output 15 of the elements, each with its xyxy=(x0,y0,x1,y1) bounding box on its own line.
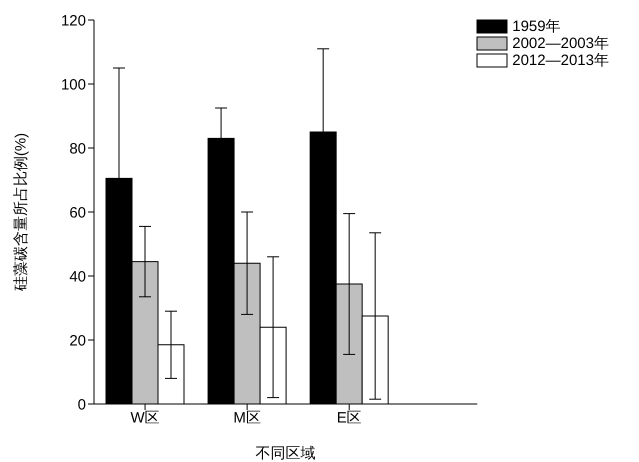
legend-label: 2012—2013年 xyxy=(512,52,609,69)
y-axis-title: 硅藻碳含量所占比例(%) xyxy=(12,132,30,292)
x-tick-label: M区 xyxy=(233,410,261,427)
y-tick-label: 40 xyxy=(69,268,86,286)
legend-label: 2002—2003年 xyxy=(512,35,609,52)
y-tick-label: 60 xyxy=(69,204,86,222)
y-tick-label: 20 xyxy=(69,332,86,350)
legend-label: 1959年 xyxy=(512,18,561,35)
x-tick-label: W区 xyxy=(130,410,160,427)
y-tick-label: 80 xyxy=(69,140,86,158)
y-tick-label: 0 xyxy=(78,396,86,414)
x-tick-label: E区 xyxy=(336,410,362,427)
x-axis-title: 不同区域 xyxy=(256,445,316,462)
y-tick-label: 100 xyxy=(60,76,86,94)
y-tick-label: 120 xyxy=(60,12,86,30)
